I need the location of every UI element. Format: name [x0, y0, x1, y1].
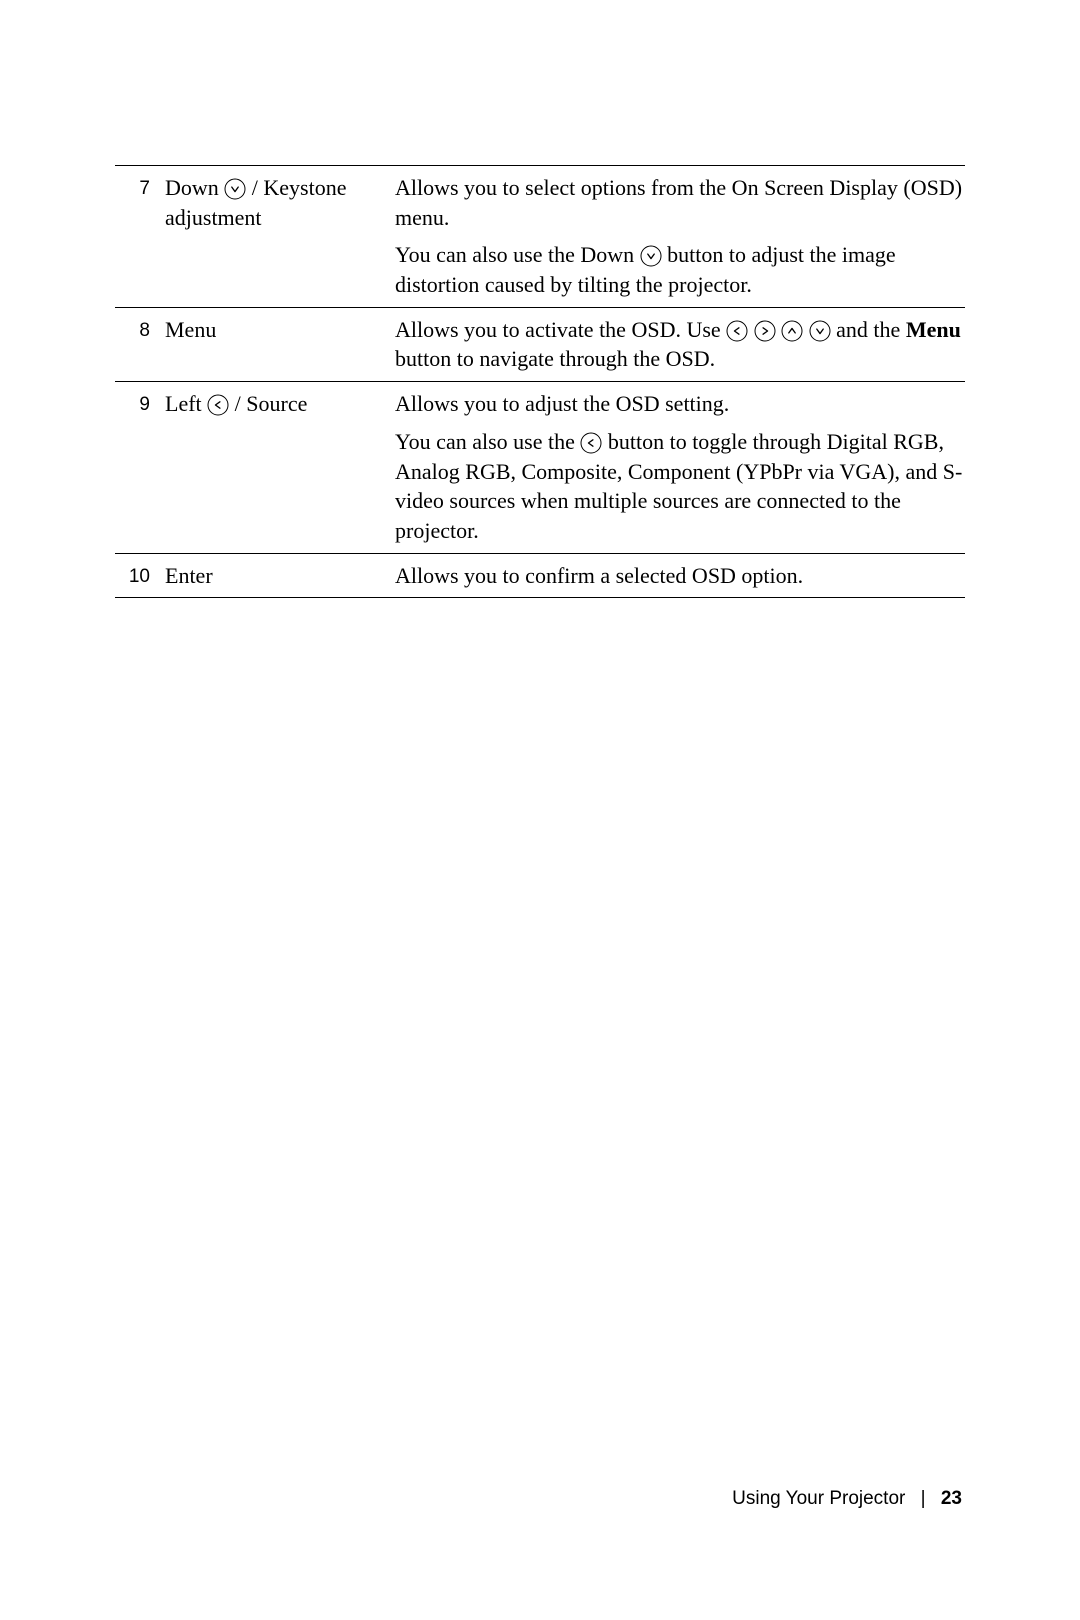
chevron-left-icon [580, 432, 602, 454]
row-number: 7 [115, 173, 150, 202]
chevron-right-icon [754, 320, 776, 342]
description-paragraph: Allows you to adjust the OSD setting. [395, 389, 965, 419]
row-name: Enter [150, 561, 390, 591]
row-number: 10 [115, 561, 150, 590]
chevron-up-icon [781, 320, 803, 342]
row-number: 8 [115, 315, 150, 344]
chevron-down-icon [224, 178, 246, 200]
footer-page-number: 23 [941, 1488, 962, 1509]
page-footer: Using Your Projector | 23 [732, 1488, 962, 1510]
chevron-down-icon [640, 245, 662, 267]
chevron-down-icon [809, 320, 831, 342]
description-paragraph: You can also use the Down button to adju… [395, 240, 965, 299]
table-row: 8MenuAllows you to activate the OSD. Use… [115, 307, 965, 381]
page: 7Down / Keystone adjustmentAllows you to… [0, 0, 1080, 1620]
controls-table: 7Down / Keystone adjustmentAllows you to… [115, 165, 965, 598]
footer-section: Using Your Projector [732, 1488, 905, 1509]
row-name: Down / Keystone adjustment [150, 173, 390, 232]
description-paragraph: You can also use the button to toggle th… [395, 427, 965, 546]
row-number: 9 [115, 389, 150, 418]
chevron-left-icon [207, 394, 229, 416]
table-row: 9Left / SourceAllows you to adjust the O… [115, 381, 965, 552]
row-description: Allows you to select options from the On… [390, 173, 965, 300]
row-description: Allows you to activate the OSD. Use and … [390, 315, 965, 374]
row-name: Left / Source [150, 389, 390, 419]
chevron-left-icon [726, 320, 748, 342]
description-paragraph: Allows you to select options from the On… [395, 173, 965, 232]
table-row: 7Down / Keystone adjustmentAllows you to… [115, 165, 965, 307]
row-description: Allows you to adjust the OSD setting. You… [390, 389, 965, 545]
row-name: Menu [150, 315, 390, 345]
row-description: Allows you to confirm a selected OSD opt… [390, 561, 965, 591]
table-row: 10EnterAllows you to confirm a selected … [115, 553, 965, 599]
footer-separator: | [921, 1488, 926, 1509]
description-paragraph: Allows you to activate the OSD. Use and … [395, 315, 965, 374]
description-paragraph: Allows you to confirm a selected OSD opt… [395, 561, 965, 591]
